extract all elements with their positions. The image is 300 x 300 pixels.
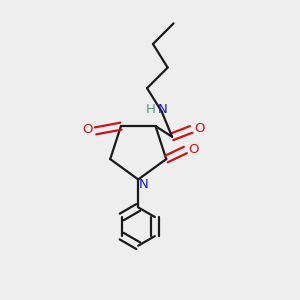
Text: N: N bbox=[158, 103, 167, 116]
Text: O: O bbox=[82, 123, 92, 136]
Text: O: O bbox=[194, 122, 205, 135]
Text: H: H bbox=[146, 103, 155, 116]
Text: N: N bbox=[139, 178, 148, 191]
Text: O: O bbox=[188, 143, 199, 156]
